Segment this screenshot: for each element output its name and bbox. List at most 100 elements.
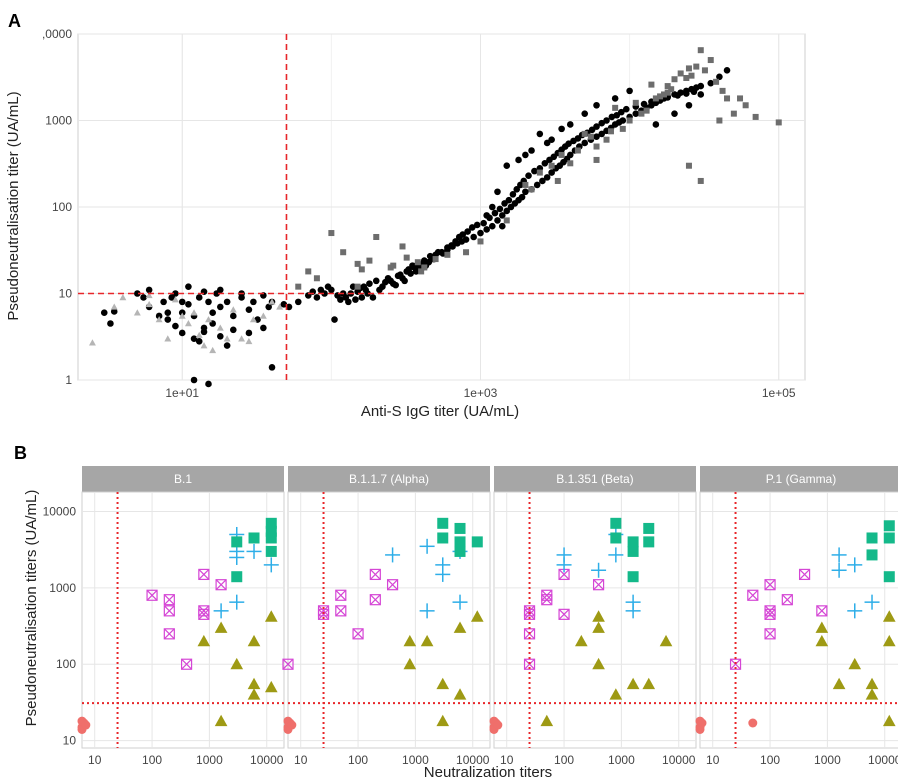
facet-point — [865, 677, 879, 690]
panel-a-point — [522, 181, 529, 188]
facet-point — [866, 532, 878, 544]
facet-series-square — [231, 517, 277, 583]
facet-point — [197, 634, 211, 647]
facet-point — [435, 566, 451, 582]
facet-point — [369, 568, 381, 581]
panel-a-point — [683, 74, 690, 81]
panel-a-point — [382, 278, 389, 286]
panel-a-point — [265, 303, 272, 311]
panel-a-point — [503, 162, 511, 170]
panel-a-point — [548, 169, 555, 176]
panel-a-point — [473, 221, 481, 229]
panel-a-point — [503, 207, 511, 215]
panel-a-point — [536, 169, 543, 176]
panel-a-point — [724, 95, 731, 102]
facet-point — [247, 688, 261, 700]
facet-plot-area — [287, 491, 491, 749]
panel-a-point — [513, 186, 521, 193]
facet-point — [882, 610, 896, 622]
facet-x-tick-label: 10 — [294, 753, 308, 767]
facet-point — [198, 608, 210, 620]
panel-a-point — [324, 283, 332, 290]
panel-a-point — [477, 229, 484, 237]
panel-a-point — [145, 291, 153, 299]
facet-point — [198, 568, 210, 581]
panel-a-point — [525, 172, 532, 180]
panel-a-point — [205, 316, 212, 323]
facet-x-tick-label: 1000 — [608, 753, 635, 767]
facet-x-tick-label: 100 — [348, 753, 368, 767]
panel-a-point — [677, 70, 684, 77]
facet-point — [883, 520, 895, 532]
facet-point — [642, 677, 656, 690]
panel-a-point — [376, 286, 383, 294]
panel-a-point — [491, 209, 499, 217]
panel-a-point — [205, 380, 212, 388]
facet-point — [592, 621, 605, 633]
panel-a-point — [403, 254, 410, 261]
panel-a-scatter-plot: 1 10 100 1000 ,0000 1e+01 1e+03 1e+05 — [42, 27, 806, 400]
panel-a-point — [660, 91, 667, 98]
facet-point — [608, 547, 624, 563]
panel-a-point — [716, 73, 723, 81]
panel-a-point — [178, 312, 186, 319]
panel-a-point — [392, 281, 399, 289]
panel-a-point — [337, 296, 344, 303]
facet-point — [231, 571, 243, 583]
facet-point — [865, 688, 879, 700]
panel-a-point — [503, 217, 510, 224]
panel-a-point — [581, 130, 588, 137]
facet-series-triangle — [540, 610, 673, 727]
facet-point — [883, 532, 895, 544]
panel-a-point — [328, 230, 335, 237]
panel-a-point — [89, 339, 96, 346]
panel-a-point — [178, 329, 186, 337]
facet-point — [213, 603, 229, 619]
panel-a-point — [707, 57, 714, 64]
panel-a-point — [217, 333, 224, 340]
panel-a-y-tick-label: 10 — [59, 287, 73, 301]
facet-point — [180, 658, 193, 670]
facet-point — [627, 545, 639, 557]
facet-point — [627, 536, 639, 548]
panel-a-point — [612, 104, 619, 111]
panel-a-point — [414, 259, 421, 266]
facet-point — [264, 610, 278, 622]
panel-a-point — [688, 72, 695, 79]
panel-b-y-tick-label: 10000 — [43, 504, 77, 518]
facet-point — [643, 536, 655, 548]
facet-point — [609, 688, 623, 700]
facet-point — [247, 634, 261, 647]
facet-point — [419, 603, 435, 619]
panel-a-point — [421, 264, 428, 271]
panel-a-point — [671, 110, 678, 117]
panel-a-point — [477, 238, 484, 245]
panel-a-point — [172, 290, 179, 297]
panel-a-point — [464, 228, 471, 235]
panel-a-point — [223, 298, 231, 306]
panel-a-point — [280, 301, 288, 308]
facet-series-triangle — [815, 610, 896, 727]
panel-a-point — [313, 275, 320, 282]
facet-strip — [288, 466, 490, 492]
facet-point — [214, 714, 228, 727]
facet-point — [493, 720, 503, 730]
panel-b-y-axis-title: Pseudoneutralisation titers (UA/mL) — [23, 490, 40, 727]
facet-series-square-x — [729, 568, 828, 670]
facet-point — [610, 517, 622, 529]
panel-a-point — [515, 156, 522, 164]
panel-a-point — [245, 337, 253, 345]
panel-a-series-square — [295, 47, 782, 290]
panel-a-series-triangle — [89, 291, 284, 354]
facet-point — [163, 594, 175, 606]
panel-a-point — [470, 233, 477, 241]
facet-point — [248, 532, 260, 544]
facet-point — [847, 557, 863, 573]
panel-a-point — [259, 312, 267, 319]
facet-point — [452, 594, 468, 610]
panel-a-point — [652, 95, 659, 102]
panel-a-point — [632, 110, 640, 117]
facet-point — [265, 525, 277, 537]
facet-point — [697, 718, 707, 728]
